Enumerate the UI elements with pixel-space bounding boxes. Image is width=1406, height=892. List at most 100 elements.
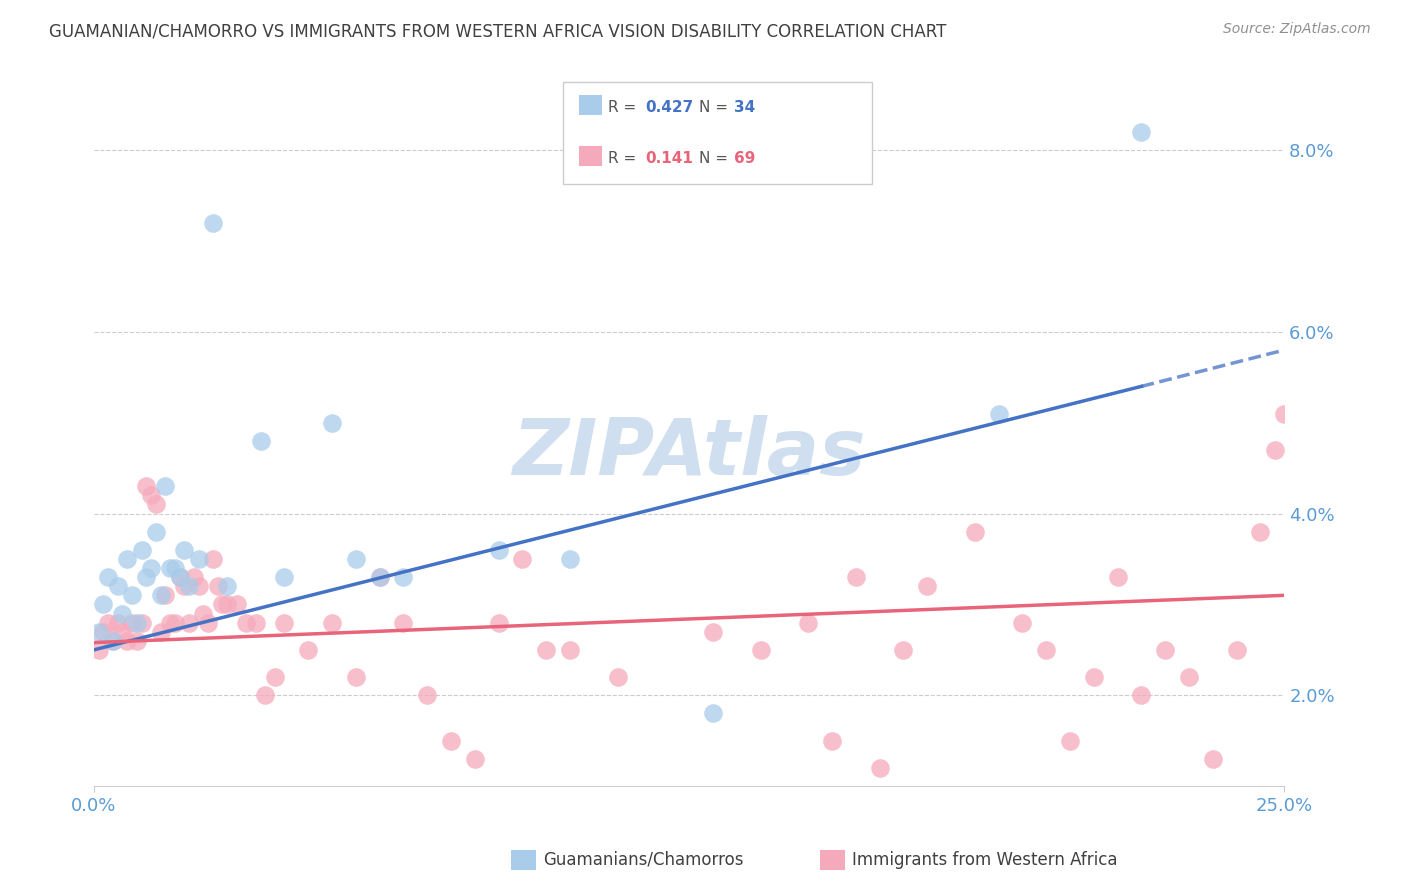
Point: [1154, 643, 1177, 657]
Point: [1130, 125, 1153, 139]
Text: 0.141: 0.141: [645, 152, 693, 166]
Point: [173, 579, 195, 593]
Point: [893, 643, 915, 657]
Text: 34: 34: [734, 100, 755, 115]
Point: [125, 633, 148, 648]
Point: [217, 579, 239, 593]
Point: [169, 570, 191, 584]
Point: [464, 752, 486, 766]
Point: [1130, 688, 1153, 702]
Point: [117, 633, 139, 648]
Point: [344, 670, 367, 684]
Point: [111, 607, 134, 621]
Point: [207, 579, 229, 593]
Point: [149, 588, 172, 602]
Text: R =: R =: [607, 152, 641, 166]
Point: [107, 579, 129, 593]
Point: [512, 552, 534, 566]
Text: Guamanians/Chamorros: Guamanians/Chamorros: [543, 851, 744, 869]
Point: [1202, 752, 1225, 766]
Point: [1226, 643, 1249, 657]
Point: [392, 615, 415, 630]
Point: [179, 615, 201, 630]
Text: GUAMANIAN/CHAMORRO VS IMMIGRANTS FROM WESTERN AFRICA VISION DISABILITY CORRELATI: GUAMANIAN/CHAMORRO VS IMMIGRANTS FROM WE…: [49, 22, 946, 40]
Point: [125, 615, 148, 630]
Point: [273, 615, 295, 630]
Point: [702, 624, 724, 639]
Point: [187, 552, 209, 566]
Point: [117, 552, 139, 566]
Point: [111, 624, 134, 639]
Point: [225, 598, 247, 612]
Point: [145, 524, 167, 539]
Point: [87, 643, 110, 657]
Point: [217, 598, 239, 612]
Point: [97, 570, 120, 584]
Point: [163, 561, 186, 575]
Point: [107, 615, 129, 630]
Point: [702, 706, 724, 721]
Point: [1272, 407, 1295, 421]
Point: [558, 643, 581, 657]
Point: [169, 570, 191, 584]
Text: 0.427: 0.427: [645, 100, 693, 115]
Point: [139, 561, 162, 575]
Point: [235, 615, 257, 630]
Point: [845, 570, 868, 584]
Point: [254, 688, 277, 702]
Text: R =: R =: [607, 100, 641, 115]
Point: [1249, 524, 1271, 539]
Point: [201, 216, 224, 230]
Point: [488, 615, 510, 630]
Point: [606, 670, 628, 684]
Point: [87, 624, 110, 639]
Point: [1059, 733, 1081, 747]
Point: [915, 579, 938, 593]
Point: [987, 407, 1010, 421]
Point: [155, 479, 177, 493]
Point: [368, 570, 391, 584]
Point: [163, 615, 186, 630]
Point: [197, 615, 219, 630]
Point: [797, 615, 820, 630]
Point: [1083, 670, 1105, 684]
Point: [1178, 670, 1201, 684]
Point: [121, 588, 143, 602]
Point: [121, 615, 143, 630]
Point: [131, 615, 153, 630]
Point: [173, 542, 195, 557]
Point: [101, 633, 124, 648]
Point: [536, 643, 558, 657]
Text: N =: N =: [699, 100, 733, 115]
Text: 69: 69: [734, 152, 755, 166]
Point: [1107, 570, 1129, 584]
Point: [321, 416, 343, 430]
Point: [155, 588, 177, 602]
Point: [145, 498, 167, 512]
Point: [211, 598, 233, 612]
Point: [139, 488, 162, 502]
Point: [344, 552, 367, 566]
Point: [159, 561, 181, 575]
Point: [93, 598, 115, 612]
Point: [193, 607, 215, 621]
Point: [187, 579, 209, 593]
Point: [97, 615, 120, 630]
Point: [558, 552, 581, 566]
Point: [392, 570, 415, 584]
Point: [821, 733, 844, 747]
Point: [149, 624, 172, 639]
Point: [263, 670, 285, 684]
Point: [183, 570, 205, 584]
Point: [101, 633, 124, 648]
Text: ZIPAtlas: ZIPAtlas: [512, 415, 866, 491]
Point: [159, 615, 181, 630]
Point: [93, 624, 115, 639]
Point: [245, 615, 267, 630]
Point: [297, 643, 319, 657]
Text: Source: ZipAtlas.com: Source: ZipAtlas.com: [1223, 22, 1371, 37]
Point: [321, 615, 343, 630]
Point: [488, 542, 510, 557]
Point: [249, 434, 271, 448]
Point: [416, 688, 439, 702]
